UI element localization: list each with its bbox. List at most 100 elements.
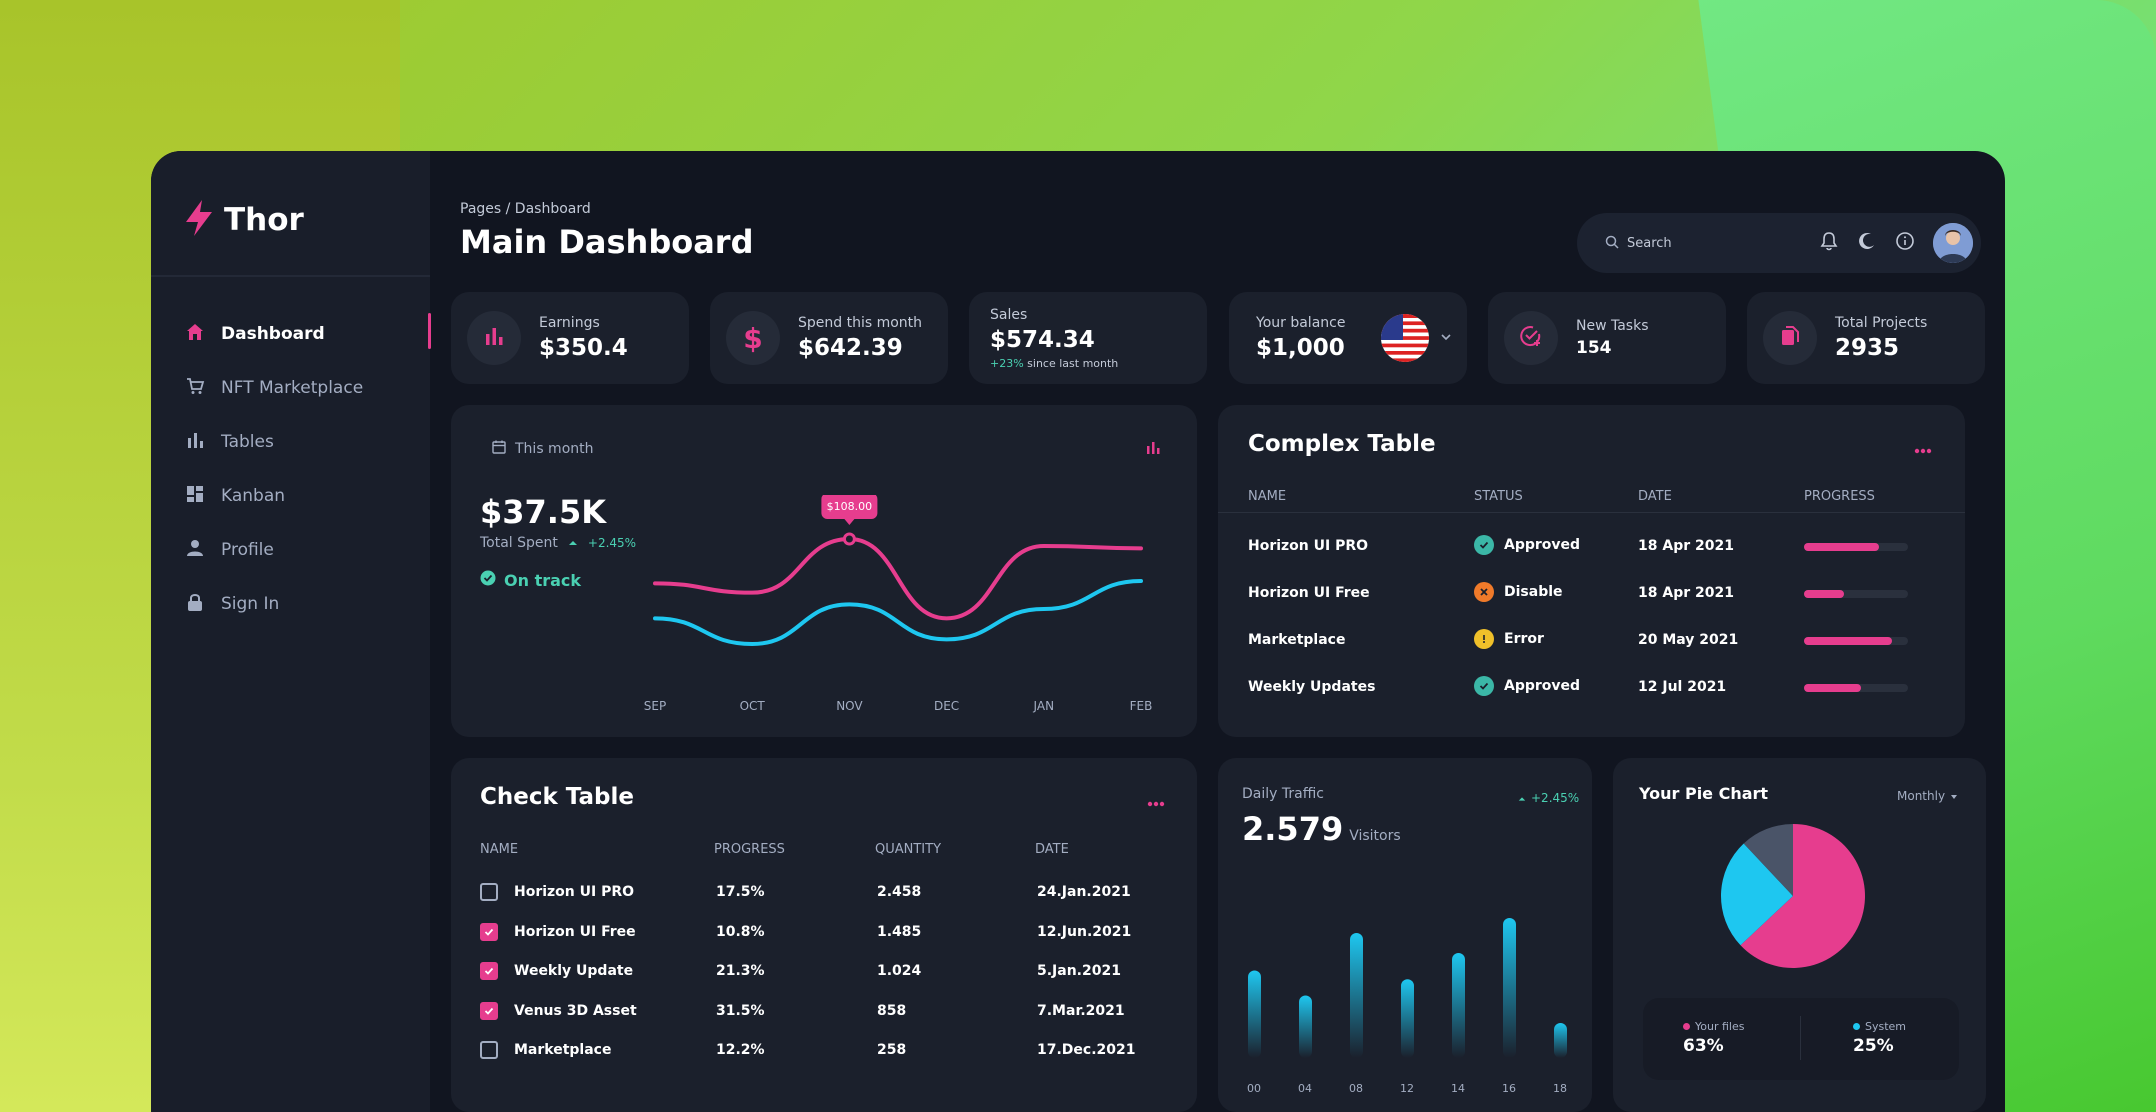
system-label: System: [1865, 1020, 1907, 1033]
total-spent-label: Total Spent: [480, 534, 558, 551]
projects-icon-circle: [1763, 311, 1817, 365]
search-box: [1605, 234, 1805, 253]
table-row[interactable]: Marketplace 12.2% 258 17.Dec.2021: [451, 1038, 1197, 1064]
total-spent-change: +2.45%: [587, 535, 637, 550]
table-row[interactable]: Horizon UI PRO 17.5% 2.458 24.Jan.2021: [451, 880, 1197, 906]
table-row[interactable]: Weekly Updates Approved 12 Jul 2021: [1218, 673, 1965, 703]
line-series-2: [653, 579, 1143, 647]
row-status: Disable: [1474, 582, 1563, 602]
row-name: Horizon UI PRO: [514, 884, 635, 900]
info-icon[interactable]: [1895, 231, 1915, 255]
row-name: Horizon UI PRO: [1248, 538, 1369, 554]
tasks-card: New Tasks 154: [1488, 292, 1726, 384]
sidebar: Thor Dashboard NFT Marketplace Tables Ka…: [151, 151, 431, 1112]
period-selector[interactable]: This month: [491, 439, 594, 459]
row-date: 17.Dec.2021: [1037, 1042, 1136, 1058]
trend-up-icon: [568, 533, 578, 552]
total-spent-amount: $37.5K: [480, 493, 607, 531]
home-icon: [185, 322, 205, 346]
row-quantity: 1.024: [877, 963, 922, 979]
pie-chart-card: Your Pie Chart Monthly Your files 63% Sy…: [1613, 758, 1986, 1112]
x-tick-label: 14: [1451, 1082, 1465, 1095]
monthly-dropdown[interactable]: Monthly: [1897, 786, 1958, 805]
row-date: 18 Apr 2021: [1638, 585, 1734, 601]
x-tick-label: JAN: [1033, 699, 1055, 713]
column-header-name[interactable]: NAME: [1248, 489, 1287, 504]
active-indicator: [428, 313, 431, 349]
x-tick-label: 08: [1349, 1082, 1363, 1095]
row-date: 20 May 2021: [1638, 632, 1739, 648]
x-tick-label: SEP: [644, 699, 666, 713]
legend-dot-system: [1853, 1023, 1860, 1030]
bell-icon[interactable]: [1819, 231, 1839, 255]
tooltip-pointer: [844, 519, 855, 525]
row-quantity: 858: [877, 1002, 907, 1019]
moon-icon[interactable]: [1857, 231, 1877, 255]
column-header-date[interactable]: DATE: [1638, 489, 1672, 504]
table-divider: [1218, 512, 1965, 513]
status-icon: [1474, 582, 1494, 602]
row-checkbox[interactable]: [480, 883, 498, 901]
system-value: 25%: [1853, 1036, 1894, 1056]
check-table-card: Check Table NAME PROGRESS QUANTITY DATE …: [451, 758, 1197, 1112]
table-row[interactable]: Horizon UI Free Disable 18 Apr 2021: [1218, 579, 1965, 609]
check-circle-icon: [480, 570, 496, 590]
row-name: Marketplace: [514, 1042, 612, 1058]
progress-fill: [1804, 637, 1893, 645]
bar-chart-icon[interactable]: [1145, 439, 1161, 459]
traffic-unit: Visitors: [1349, 828, 1401, 844]
sales-change: +23% since last month: [990, 357, 1118, 370]
row-quantity: 2.458: [877, 884, 922, 900]
sidebar-item-sign-in[interactable]: Sign In: [185, 588, 425, 620]
traffic-label: Daily Traffic: [1242, 786, 1324, 802]
column-header-date[interactable]: DATE: [1035, 842, 1069, 857]
search-input[interactable]: [1627, 235, 1787, 251]
column-header-quantity[interactable]: QUANTITY: [875, 842, 942, 857]
sales-change-suffix: since last month: [1027, 356, 1119, 370]
row-date: 12 Jul 2021: [1638, 679, 1727, 695]
avatar[interactable]: [1933, 223, 1973, 263]
caret-down-icon: [1950, 786, 1958, 805]
column-header-name[interactable]: NAME: [480, 842, 519, 857]
sidebar-item-dashboard[interactable]: Dashboard: [185, 318, 425, 350]
row-checkbox[interactable]: [480, 1041, 498, 1059]
more-icon[interactable]: [1147, 792, 1165, 811]
sidebar-item-profile[interactable]: Profile: [185, 534, 425, 566]
calendar-icon: [491, 439, 507, 459]
row-checkbox[interactable]: [480, 1001, 498, 1020]
table-row[interactable]: Marketplace Error 20 May 2021: [1218, 626, 1965, 656]
row-status: Approved: [1474, 676, 1580, 696]
sidebar-item-nft-marketplace[interactable]: NFT Marketplace: [185, 372, 425, 404]
status-icon: [1474, 535, 1494, 555]
sidebar-item-tables[interactable]: Tables: [185, 426, 425, 458]
row-checkbox[interactable]: [480, 922, 498, 941]
column-header-progress[interactable]: PROGRESS: [1804, 489, 1875, 504]
row-quantity: 258: [877, 1042, 907, 1058]
chevron-down-icon[interactable]: [1439, 329, 1453, 348]
more-icon[interactable]: [1914, 439, 1932, 458]
bar-chart-icon: [185, 430, 205, 454]
row-name: Horizon UI Free: [514, 923, 636, 940]
sales-card: Sales $574.34 +23% since last month: [969, 292, 1207, 384]
table-row[interactable]: Weekly Update 21.3% 1.024 5.Jan.2021: [451, 959, 1197, 985]
row-progress: 10.8%: [716, 923, 765, 940]
breadcrumb[interactable]: Pages / Dashboard: [460, 201, 591, 217]
row-checkbox[interactable]: [480, 962, 498, 980]
sidebar-item-label: Profile: [221, 540, 274, 560]
sidebar-divider: [151, 275, 430, 277]
us-flag-icon[interactable]: [1381, 314, 1429, 362]
table-row[interactable]: Horizon UI PRO Approved 18 Apr 2021: [1218, 532, 1965, 562]
row-quantity: 1.485: [877, 923, 922, 940]
spend-icon-circle: $: [726, 311, 780, 365]
traffic-value: 2.579: [1242, 810, 1344, 848]
pie-legend: Your files 63% System 25%: [1643, 998, 1959, 1080]
table-row[interactable]: Venus 3D Asset 31.5% 858 7.Mar.2021: [451, 999, 1197, 1025]
column-header-progress[interactable]: PROGRESS: [714, 842, 785, 857]
row-name: Weekly Updates: [1248, 679, 1376, 695]
balance-label: Your balance: [1256, 315, 1346, 331]
dashboard-window: Thor Dashboard NFT Marketplace Tables Ka…: [151, 151, 2005, 1112]
column-header-status[interactable]: STATUS: [1474, 489, 1523, 504]
sidebar-item-kanban[interactable]: Kanban: [185, 480, 425, 512]
table-row[interactable]: Horizon UI Free 10.8% 1.485 12.Jun.2021: [451, 920, 1197, 946]
tooltip-box: [821, 495, 878, 519]
